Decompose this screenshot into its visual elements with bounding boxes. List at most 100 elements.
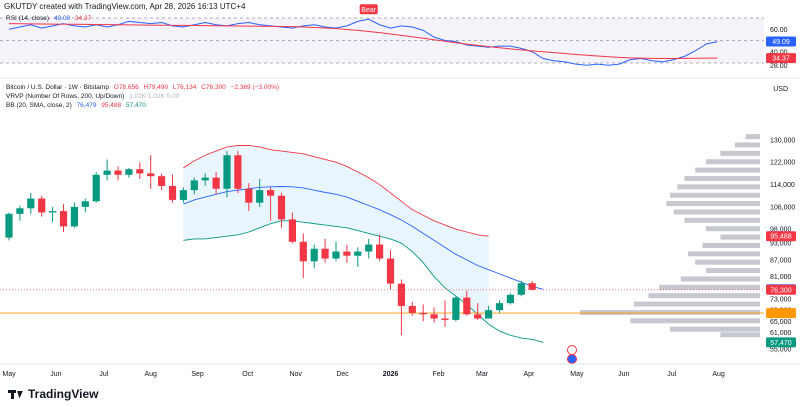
vrvp-bar: [684, 175, 760, 181]
candle-body: [452, 297, 460, 320]
candle: [474, 303, 482, 320]
candle-body: [321, 248, 329, 259]
bb-upper-line: [183, 145, 489, 237]
candle-body: [441, 318, 449, 320]
rsi-value-tag-text: 34.37: [772, 56, 790, 63]
legend-low: L76,134: [172, 84, 197, 91]
candle-body: [463, 297, 471, 315]
candle-body: [136, 169, 144, 174]
candle: [277, 192, 286, 228]
brand: TradingView: [8, 387, 98, 401]
candle: [310, 244, 318, 269]
rsi-value-tag-text: 49.09: [772, 39, 790, 46]
credit-text: GKUTDY created with TradingView.com, Apr…: [4, 2, 246, 11]
event-marker-icon: [567, 354, 577, 364]
vrvp-bar: [670, 192, 760, 198]
bb-basis-line: [183, 186, 544, 290]
candle-body: [158, 176, 166, 186]
candle: [223, 151, 231, 198]
candle: [245, 183, 253, 212]
candle: [212, 172, 220, 195]
candle: [485, 305, 493, 319]
candle: [408, 301, 416, 316]
price-tag: [766, 337, 796, 348]
time-axis-label: Feb: [432, 371, 444, 378]
candle-body: [397, 283, 405, 306]
candle-body: [168, 185, 177, 200]
candle-body: [288, 219, 296, 242]
candle-body: [419, 312, 427, 315]
time-axis-label: Jun: [618, 371, 629, 378]
candle-body: [256, 190, 264, 203]
bb-legend-lower: 57,470: [125, 102, 146, 109]
candle: [365, 238, 373, 259]
candle-body: [179, 190, 187, 200]
price-axis-tick: 130,000: [770, 137, 795, 144]
candle: [5, 212, 13, 241]
time-axis-label: Aug: [712, 371, 725, 378]
rsi-line: [8, 18, 718, 66]
candle-body: [430, 314, 438, 319]
time-axis-label: Nov: [289, 371, 302, 378]
legend-open: O78,656: [113, 84, 139, 91]
price-tag-text: 57,470: [770, 340, 792, 347]
candle: [125, 167, 133, 178]
candle-body: [49, 211, 57, 213]
price-legend-line3: BB (20, SMA, close, 2) 76,479 95,488 57,…: [6, 102, 146, 109]
price-axis-tick: 81,000: [770, 274, 792, 281]
time-axis-label: Aug: [144, 371, 157, 378]
candle-body: [223, 155, 231, 189]
vrvp-bar: [720, 150, 760, 156]
candle: [343, 244, 351, 263]
candle: [495, 300, 504, 313]
candle: [27, 192, 35, 214]
candle: [386, 250, 395, 290]
tradingview-logo-icon: [8, 389, 24, 399]
candle-body: [299, 241, 307, 262]
candle: [114, 166, 122, 181]
candle: [81, 198, 89, 213]
candle-body: [267, 190, 275, 196]
vrvp-bar: [734, 142, 760, 148]
symbol-description[interactable]: Bitcoin / U.S. Dollar · 1W · Bitstamp: [6, 84, 109, 91]
legend-close: C76,300: [201, 84, 226, 91]
vrvp-bar: [745, 134, 760, 140]
vrvp-bar: [666, 201, 760, 207]
candle-body: [5, 213, 13, 238]
rsi-legend-label: RSI (14, close): [6, 15, 49, 22]
candle-body: [495, 303, 504, 311]
candle: [234, 151, 242, 193]
vrvp-legend-label[interactable]: VRVP (Number Of Rows, 200, Up/Down): [6, 93, 125, 100]
candle: [299, 233, 307, 279]
bb-legend-upper: 95,488: [101, 102, 122, 109]
candle-body: [376, 244, 384, 259]
candle: [92, 172, 100, 203]
vrvp-bar: [630, 318, 760, 324]
vrvp-bar: [706, 226, 760, 232]
time-axis-label: Mar: [476, 371, 489, 378]
candle-body: [310, 248, 318, 262]
bb-legend-label[interactable]: BB (20, SMA, close, 2): [6, 102, 72, 109]
vrvp-legend-values: 1.02K 1.02K 0.00: [129, 93, 180, 100]
candle-body: [354, 251, 362, 256]
time-axis-label: May: [570, 371, 584, 378]
level-tag: [766, 308, 796, 319]
candle-body: [386, 258, 395, 284]
candle-body: [81, 201, 89, 207]
candle: [38, 195, 46, 217]
event-marker-icon: [567, 345, 577, 355]
candle-body: [365, 244, 373, 252]
price-axis-tick: 98,000: [770, 227, 792, 234]
vrvp-bar: [580, 309, 760, 315]
candle-body: [147, 173, 155, 177]
candle: [397, 279, 405, 336]
candle: [321, 238, 329, 263]
legend-high: H79,490: [143, 84, 169, 91]
candle-body: [517, 283, 525, 295]
vrvp-bar: [706, 159, 760, 165]
price-legend-line2: VRVP (Number Of Rows, 200, Up/Down) 1.02…: [6, 93, 179, 100]
vrvp-bar: [659, 284, 760, 290]
rsi-axis-tick: 60.00: [770, 27, 788, 34]
candle-body: [27, 198, 35, 209]
bb-lower-line: [183, 220, 544, 343]
